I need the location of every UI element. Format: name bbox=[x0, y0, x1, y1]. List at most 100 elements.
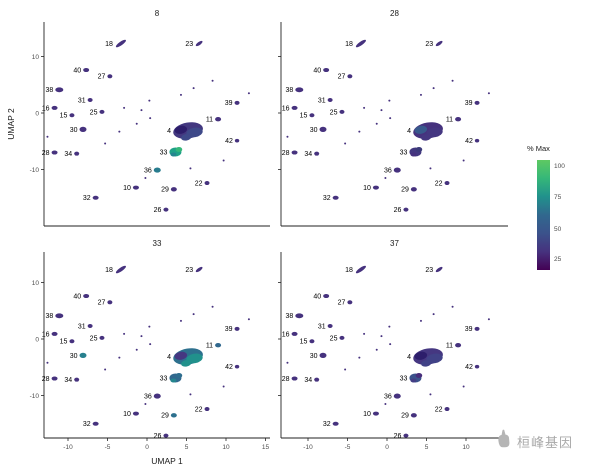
cluster-label: 22 bbox=[195, 180, 203, 187]
cluster-label: 36 bbox=[384, 393, 392, 400]
cluster-label: 32 bbox=[83, 195, 91, 202]
watermark-logo-icon bbox=[492, 428, 514, 455]
cluster-label: 38 bbox=[46, 87, 54, 94]
cluster-label: 30 bbox=[310, 127, 318, 134]
cluster-label: 23 bbox=[425, 267, 433, 274]
y-tick-label: 0 bbox=[35, 336, 39, 343]
cluster-label: 34 bbox=[304, 151, 312, 158]
x-axis-title: UMAP 1 bbox=[151, 456, 183, 466]
cluster-label: 15 bbox=[300, 113, 308, 120]
cluster-label: 25 bbox=[90, 335, 98, 342]
cluster-label: 32 bbox=[323, 195, 331, 202]
cluster-label: 28 bbox=[42, 150, 50, 157]
cluster-label: 31 bbox=[318, 97, 326, 104]
watermark: 桓峰基因 bbox=[492, 428, 573, 455]
cluster-label: 32 bbox=[323, 421, 331, 428]
cluster-label: 16 bbox=[282, 331, 290, 338]
legend-gradient-bar bbox=[537, 160, 550, 270]
legend-tick-25: 25 bbox=[554, 256, 562, 263]
watermark-text: 桓峰基因 bbox=[517, 435, 574, 450]
legend-tick-50: 50 bbox=[554, 226, 562, 233]
cluster-label: 32 bbox=[83, 421, 91, 428]
cluster-label: 33 bbox=[160, 149, 168, 156]
legend-title: % Max bbox=[527, 144, 550, 153]
cluster-label: 30 bbox=[310, 353, 318, 360]
cluster-label: 29 bbox=[401, 413, 409, 420]
cluster-label: 39 bbox=[465, 100, 473, 107]
cluster-label: 10 bbox=[363, 411, 371, 418]
cluster-label: 28 bbox=[282, 150, 290, 157]
cluster-label: 31 bbox=[78, 97, 86, 104]
cluster-label: 42 bbox=[465, 138, 473, 145]
cluster-label: 18 bbox=[105, 267, 113, 274]
cluster-label: 15 bbox=[60, 113, 68, 120]
y-tick-label: 0 bbox=[35, 110, 39, 117]
cluster-label: 23 bbox=[185, 267, 193, 274]
cluster-label: 39 bbox=[225, 326, 233, 333]
cluster-label: 10 bbox=[363, 185, 371, 192]
x-tick-label: 0 bbox=[385, 444, 389, 451]
cluster-label: 11 bbox=[206, 343, 213, 350]
cluster-label: 25 bbox=[330, 109, 338, 116]
cluster-label: 16 bbox=[282, 105, 290, 112]
cluster-label: 4 bbox=[167, 354, 171, 361]
cluster-label: 36 bbox=[144, 393, 152, 400]
umap-panel-33: 33 10 0 -10 -10 -5 0 5 10 15 18 23 40 27 38 31 16 15 25 30 3… bbox=[30, 239, 270, 451]
cluster-label: 40 bbox=[313, 67, 321, 74]
cluster-label: 34 bbox=[304, 377, 312, 384]
cluster-label: 28 bbox=[42, 376, 50, 383]
x-tick-label: -5 bbox=[345, 444, 351, 451]
cluster-label: 40 bbox=[313, 293, 321, 300]
cluster-label: 33 bbox=[400, 375, 408, 382]
umap-panel-37: 37 -10 -5 0 5 10 18 23 40 27 38 31 16 15 25 30 39 11 4 33 42… bbox=[278, 239, 508, 451]
cluster-label: 15 bbox=[60, 339, 68, 346]
cluster-label: 33 bbox=[400, 149, 408, 156]
cluster-label: 29 bbox=[161, 187, 169, 194]
panel-title: 28 bbox=[390, 9, 399, 18]
y-tick-label: 10 bbox=[32, 54, 40, 61]
cluster-label: 27 bbox=[338, 74, 346, 81]
cluster-label: 4 bbox=[407, 128, 411, 135]
cluster-label: 42 bbox=[465, 364, 473, 371]
cluster-label: 28 bbox=[282, 376, 290, 383]
legend-tick-75: 75 bbox=[554, 194, 562, 201]
cluster-label: 10 bbox=[123, 411, 131, 418]
x-tick-label: 0 bbox=[145, 444, 149, 451]
cluster-label: 36 bbox=[384, 167, 392, 174]
cluster-label: 15 bbox=[300, 339, 308, 346]
cluster-label: 22 bbox=[435, 180, 443, 187]
legend-tick-100: 100 bbox=[554, 163, 565, 170]
cluster-label: 16 bbox=[42, 105, 50, 112]
cluster-label: 34 bbox=[64, 151, 72, 158]
cluster-label: 30 bbox=[70, 353, 78, 360]
cluster-label: 23 bbox=[185, 41, 193, 48]
cluster-label: 29 bbox=[161, 413, 169, 420]
cluster-label: 27 bbox=[98, 300, 106, 307]
umap-panel-28: 28 18 23 40 27 38 31 16 15 25 30 39 11 4 33 42 28 34 36 10 2… bbox=[278, 9, 508, 227]
cluster-label: 26 bbox=[154, 433, 162, 440]
cluster-label: 42 bbox=[225, 364, 233, 371]
x-tick-label: -10 bbox=[303, 444, 313, 451]
cluster-label: 30 bbox=[70, 127, 78, 134]
x-tick-label: 5 bbox=[185, 444, 189, 451]
cluster-label: 39 bbox=[465, 326, 473, 333]
cluster-label: 40 bbox=[73, 67, 81, 74]
cluster-label: 11 bbox=[206, 117, 213, 124]
x-tick-label: -10 bbox=[63, 444, 73, 451]
cluster-label: 39 bbox=[225, 100, 233, 107]
umap-panel-8: 8 10 0 -10 18 23 40 27 38 31 16 15 25 30 39 11 4 33 42 28 34… bbox=[30, 9, 270, 227]
cluster-label: 27 bbox=[338, 300, 346, 307]
cluster-label: 33 bbox=[160, 375, 168, 382]
y-tick-label: -10 bbox=[30, 167, 40, 174]
cluster-label: 18 bbox=[345, 267, 353, 274]
x-tick-label: 10 bbox=[222, 444, 230, 451]
cluster-label: 18 bbox=[345, 41, 353, 48]
cluster-label: 31 bbox=[78, 323, 86, 330]
cluster-label: 22 bbox=[195, 406, 203, 413]
colorbar-legend: % Max 100 75 50 25 bbox=[527, 144, 597, 270]
cluster-label: 23 bbox=[425, 41, 433, 48]
panel-title: 33 bbox=[153, 239, 162, 248]
cluster-label: 40 bbox=[73, 293, 81, 300]
cluster-label: 26 bbox=[154, 207, 162, 214]
